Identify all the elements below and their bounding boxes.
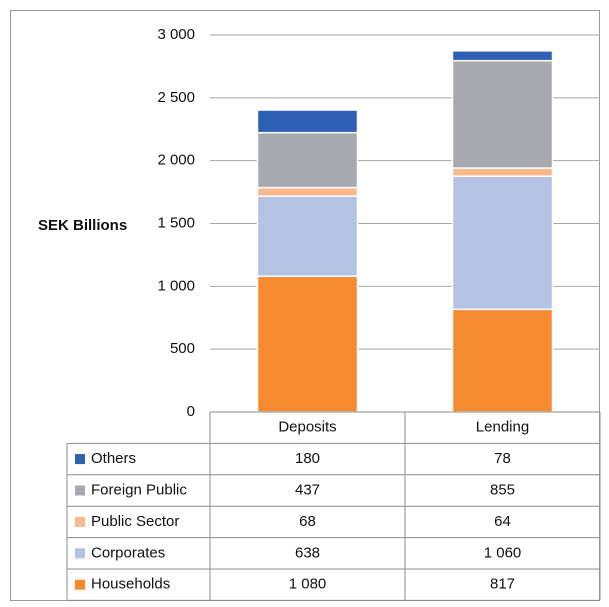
- y-tick-label: 500: [170, 340, 195, 357]
- table-value: 638: [295, 544, 320, 561]
- bar-segment: [451, 308, 554, 413]
- legend-label: Foreign Public: [91, 481, 187, 498]
- table-value: 855: [490, 481, 515, 498]
- y-tick-label: 3 000: [157, 26, 195, 43]
- bar-segment: [256, 186, 359, 197]
- bar-segment: [256, 275, 359, 413]
- table-value: 437: [295, 481, 320, 498]
- bar-segment: [451, 167, 554, 177]
- table-value: 78: [494, 450, 511, 467]
- bar-segment: [451, 175, 554, 311]
- y-tick-label: 2 000: [157, 152, 195, 169]
- table-value: 1 080: [289, 576, 327, 593]
- legend-label: Others: [91, 450, 136, 467]
- legend-swatch: [75, 485, 85, 496]
- table-value: 64: [494, 513, 511, 530]
- bar-segment: [256, 131, 359, 189]
- legend-swatch: [75, 516, 85, 527]
- bar-segment: [256, 195, 359, 278]
- y-axis-label: SEK Billions: [38, 217, 127, 234]
- legend-label: Households: [91, 576, 170, 593]
- y-tick-label: 1 500: [157, 214, 195, 231]
- x-tick-label: Lending: [476, 419, 529, 436]
- bar-segment: [451, 50, 554, 62]
- table-value: 180: [295, 450, 320, 467]
- table-value: 817: [490, 576, 515, 593]
- x-tick-label: Deposits: [278, 419, 336, 436]
- y-tick-label: 0: [187, 403, 195, 420]
- legend-swatch: [75, 548, 85, 559]
- legend-label: Corporates: [91, 544, 165, 561]
- bar-segment: [256, 109, 359, 134]
- legend-swatch: [75, 579, 85, 590]
- table-value: 1 060: [484, 544, 522, 561]
- y-tick-label: 2 500: [157, 89, 195, 106]
- legend-swatch: [75, 454, 85, 465]
- table-value: 68: [299, 513, 316, 530]
- y-tick-label: 1 000: [157, 277, 195, 294]
- bar-segment: [451, 59, 554, 169]
- legend-label: Public Sector: [91, 513, 179, 530]
